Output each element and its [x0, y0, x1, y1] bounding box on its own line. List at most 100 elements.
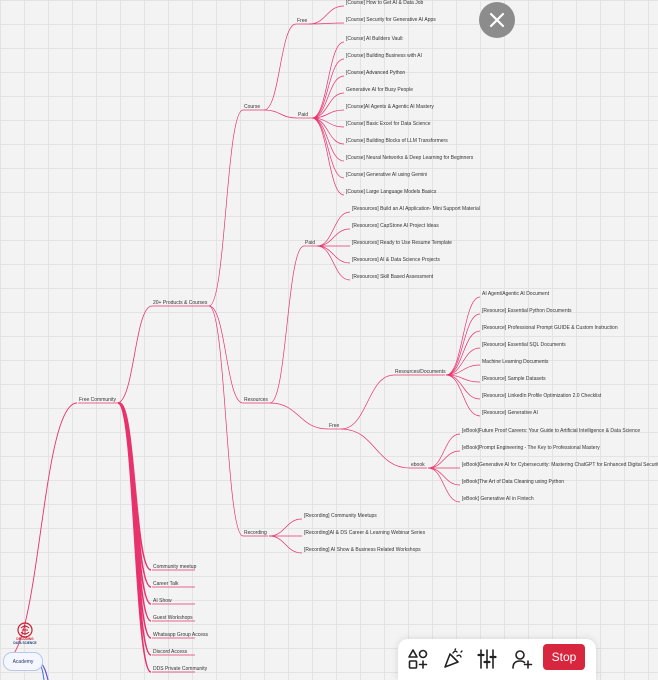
- connector: [427, 467, 461, 486]
- node-recording-ai-show-business-related-works[interactable]: [Recording] AI Show & Business Related W…: [304, 547, 421, 553]
- node-free[interactable]: Free: [329, 423, 340, 429]
- connector: [119, 402, 152, 639]
- close-button[interactable]: [479, 2, 515, 38]
- node-generative-ai-for-busy-people[interactable]: Generative AI for Busy People: [346, 87, 413, 93]
- node-dds-private-community[interactable]: DDS Private Community: [153, 666, 208, 672]
- connector: [263, 109, 298, 119]
- node-resources-build-an-ai-application-mini-s[interactable]: [Resources] Build an AI Application- Min…: [352, 206, 480, 212]
- connector: [311, 117, 345, 162]
- node-course[interactable]: Course: [244, 104, 260, 110]
- node-resource-linkedin-profile-optimization-2[interactable]: [Resource] LinkedIn Profile Optimization…: [482, 393, 602, 399]
- party-popper-icon[interactable]: [442, 648, 464, 670]
- node-course-security-for-generative-ai-apps[interactable]: [Course] Security for Generative AI Apps: [346, 17, 436, 23]
- node-resource-generative-ai[interactable]: [Resource] Generative AI: [482, 410, 538, 416]
- node-paid[interactable]: Paid: [305, 240, 315, 246]
- node-course-building-blocks-of-llm-transforme[interactable]: [Course] Building Blocks of LLM Transfor…: [346, 138, 448, 144]
- node-course-ai-builders-vault[interactable]: [Course] AI Builders Vault: [346, 36, 403, 42]
- node-ai-show[interactable]: AI Show: [153, 598, 172, 604]
- node-resources-skill-based-assessment[interactable]: [Resources] Skill Based Assessment: [352, 274, 434, 280]
- node-career-talk[interactable]: Career Talk: [153, 581, 179, 587]
- connector: [316, 245, 351, 281]
- connector: [308, 5, 345, 25]
- stop-button[interactable]: Stop: [543, 644, 585, 670]
- node-20-products-courses[interactable]: 20+ Products & Courses: [153, 300, 208, 306]
- node-course-ai-agents-agentic-ai-mastery[interactable]: [Course]AI Agents & Agentic AI Mastery: [346, 104, 434, 110]
- connector: [427, 433, 461, 469]
- node-resources-ready-to-use-resume-template[interactable]: [Resources] Ready to Use Resume Template: [352, 240, 452, 246]
- connector: [311, 75, 345, 119]
- connector: [316, 245, 351, 264]
- node-course-generative-ai-using-gemini[interactable]: [Course] Generative AI using Gemini: [346, 172, 427, 178]
- connector: [308, 22, 345, 25]
- node-resource-essential-python-documents[interactable]: [Resource] Essential Python Documents: [482, 308, 572, 314]
- node-machine-learning-documents[interactable]: Machine Learning Documents: [482, 359, 549, 365]
- node-resources-documents[interactable]: Resources/Documents: [395, 369, 446, 375]
- node-recording[interactable]: Recording: [244, 530, 267, 536]
- decoding-data-science-logo: DECODING DATA SCIENCE: [9, 622, 41, 648]
- connector: [340, 428, 411, 469]
- node-free-community[interactable]: Free Community: [79, 397, 116, 403]
- node-resource-professional-prompt-guide-custo[interactable]: [Resource] Professional Prompt GUIDE & C…: [482, 325, 618, 331]
- connector: [269, 402, 329, 430]
- node-community-meetup[interactable]: Community meetup: [153, 564, 197, 570]
- node-ai-agent-agentic-ai-document[interactable]: AI Agent/Agentic AI Document: [482, 291, 550, 297]
- mind-map-labels: Free Community 20+ Products & Courses Cour…: [79, 0, 658, 672]
- close-icon: [489, 12, 505, 28]
- node-discord-access[interactable]: Discord Access: [153, 649, 188, 655]
- connector: [119, 402, 152, 605]
- node-ebook-future-proof-careers-your-guide-to[interactable]: [eBook]Future Proof Careers: Your Guide …: [462, 428, 640, 434]
- node-ebook-generative-ai-in-fintech[interactable]: [eBook] Generative AI in Fintech: [462, 496, 534, 502]
- connector: [427, 450, 461, 469]
- node-ebook-prompt-engineering-the-key-to-prof[interactable]: [eBook]Prompt Engineering - The Key to P…: [462, 445, 600, 451]
- connector: [445, 364, 481, 376]
- node-resources[interactable]: Resources: [244, 397, 268, 403]
- sliders-icon[interactable]: [476, 648, 498, 670]
- node-ebook-the-art-of-data-cleaning-using-pyt[interactable]: [eBook]The Art of Data Cleaning using Py…: [462, 479, 564, 485]
- logo-line-2: DATA SCIENCE: [13, 640, 37, 645]
- node-course-advanced-python[interactable]: [Course] Advanced Python: [346, 70, 405, 76]
- node-whatsapp-group-access[interactable]: Whatsapp Group Access: [153, 632, 209, 638]
- mind-map-connectors: [3, 5, 481, 673]
- node-course-building-business-with-ai[interactable]: [Course] Building Business with AI: [346, 53, 422, 59]
- connector: [445, 313, 481, 376]
- connector: [119, 402, 152, 673]
- node-recording-community-meetups[interactable]: [Recording] Community Meetups: [304, 513, 377, 519]
- node-free[interactable]: Free: [297, 18, 308, 24]
- node-course-basic-excel-for-data-science[interactable]: [Course] Basic Excel for Data Science: [346, 121, 431, 127]
- node-course-large-language-models-basics[interactable]: [Course] Large Language Models Basics: [346, 189, 437, 195]
- shapes-icon[interactable]: [407, 648, 429, 670]
- connector: [208, 109, 244, 307]
- node-ebook-generative-ai-for-cybersecurity-ma[interactable]: [eBook]Generative AI for Cybersecurity: …: [462, 462, 658, 468]
- node-course-how-to-get-ai-data-job[interactable]: [Course] How to Get AI & Data Job: [346, 0, 423, 6]
- connector: [268, 518, 303, 537]
- node-resource-essential-sql-documents[interactable]: [Resource] Essential SQL Documents: [482, 342, 566, 348]
- node-ebook[interactable]: ebook: [411, 462, 425, 468]
- connector: [340, 374, 395, 430]
- connector: [208, 305, 244, 537]
- connector: [263, 23, 297, 111]
- add-user-icon[interactable]: [511, 648, 533, 670]
- node-resource-sample-datasets[interactable]: [Resource] Sample Datasets: [482, 376, 546, 382]
- connector: [445, 374, 481, 417]
- connector: [311, 109, 345, 119]
- connector: [445, 296, 481, 376]
- connector: [268, 535, 303, 554]
- academy-tab[interactable]: Academy: [3, 652, 43, 671]
- connector: [311, 58, 345, 119]
- connector: [316, 211, 351, 247]
- node-guest-workshops[interactable]: Guest Workshops: [153, 615, 193, 621]
- node-course-neural-networks-deep-learning-for[interactable]: [Course] Neural Networks & Deep Learning…: [346, 155, 474, 161]
- connector: [445, 330, 481, 376]
- node-resources-ai-data-science-projects[interactable]: [Resources] AI & Data Science Projects: [352, 257, 440, 263]
- logo-line-1: DECODING: [16, 637, 34, 641]
- node-recording-ai-ds-career-learning-webinar-[interactable]: [Recording]AI & DS Career & Learning Web…: [304, 530, 426, 536]
- connector: [316, 228, 351, 247]
- connector: [311, 92, 345, 119]
- node-resources-capstone-ai-project-ideas[interactable]: [Resources] CapStone AI Project Ideas: [352, 223, 439, 229]
- connector: [3, 402, 78, 662]
- connector: [269, 245, 305, 404]
- connector: [311, 117, 345, 196]
- connector: [119, 402, 152, 622]
- node-paid[interactable]: Paid: [298, 112, 308, 118]
